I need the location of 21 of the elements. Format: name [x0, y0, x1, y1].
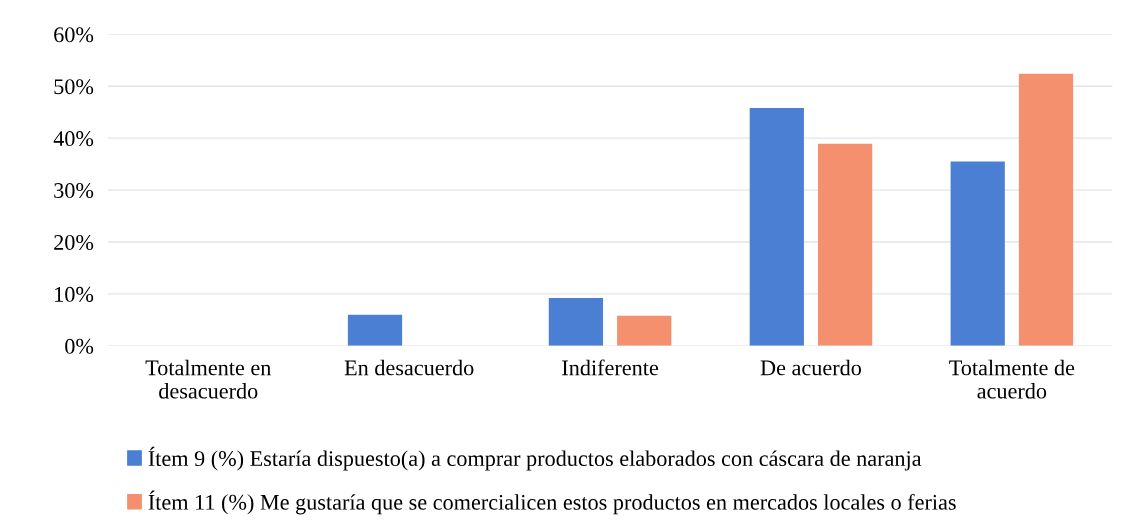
x-tick-label: En desacuerdo: [344, 359, 474, 376]
y-tick-label: 40%: [53, 131, 94, 147]
y-tick-label: 60%: [54, 27, 94, 43]
bar: [548, 298, 604, 346]
bar: [617, 315, 672, 346]
bar: [347, 314, 403, 346]
x-tick-label: Totalmente de acuerdo: [949, 359, 1075, 399]
bar: [1018, 73, 1074, 346]
y-tick-label: 30%: [54, 183, 94, 199]
y-tick-label: 50%: [54, 79, 94, 95]
x-tick-label: De acuerdo: [760, 359, 861, 376]
y-tick-label: 10%: [55, 286, 94, 302]
legend-label: Ítem 9 (%) Estaría dispuesto(a) a comprar productos elaborados con cáscara de naranja: [148, 446, 922, 471]
y-tick-label: 0%: [65, 338, 94, 354]
x-tick-label: Indiferente: [562, 359, 659, 376]
y-tick-label: 20%: [54, 234, 94, 250]
bar: [950, 161, 1005, 346]
x-tick-label: Totalmente en desacuerdo: [145, 359, 272, 399]
legend-label: Ítem 11 (%) Me gustaría que se comercialicen estos productos en mercados locales o ferias: [148, 490, 956, 515]
bar: [749, 108, 804, 346]
bar: [817, 143, 873, 346]
